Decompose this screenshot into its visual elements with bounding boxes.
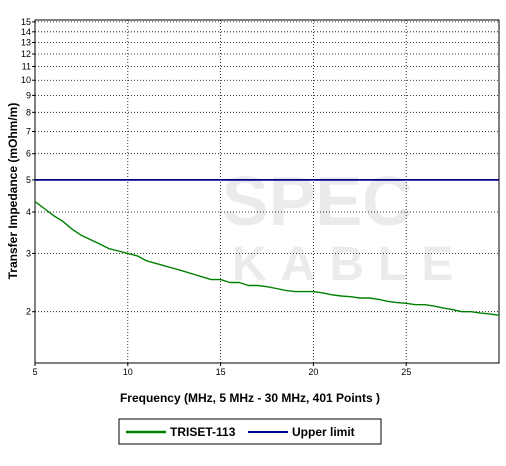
legend-label-upper-limit: Upper limit <box>292 425 355 439</box>
y-tick-label: 10 <box>21 75 31 85</box>
svg-text:SPEC: SPEC <box>222 162 413 240</box>
y-tick-label: 11 <box>22 62 31 72</box>
x-tick-label: 5 <box>32 367 37 377</box>
svg-text:KABLE: KABLE <box>232 238 467 291</box>
y-tick-label: 3 <box>26 248 31 258</box>
series-line-triset-113 <box>34 201 500 316</box>
x-axis: 5 10 15 20 25 <box>32 363 411 377</box>
y-tick-label: 12 <box>21 49 31 59</box>
x-axis-label: Frequency (MHz, 5 MHz - 30 MHz, 401 Poin… <box>120 391 380 405</box>
y-tick-label: 15 <box>21 17 31 27</box>
y-tick-label: 2 <box>26 307 31 317</box>
x-tick-label: 15 <box>216 367 226 377</box>
series-layer <box>34 178 500 316</box>
y-tick-label: 4 <box>26 207 31 217</box>
plot-area <box>34 19 500 364</box>
y-tick-label: 7 <box>26 127 31 137</box>
x-tick-label: 10 <box>123 367 133 377</box>
y-tick-label: 14 <box>21 27 31 37</box>
legend-label-triset-113: TRISET-113 <box>170 425 236 439</box>
y-tick-label: 13 <box>21 37 31 47</box>
y-tick-label: 8 <box>26 107 31 117</box>
y-tick-label: 5 <box>26 175 31 185</box>
y-tick-label: 9 <box>26 90 31 100</box>
y-axis-label: Transfer Impedance (mOhm/m) <box>6 103 20 280</box>
y-tick-label: 6 <box>26 149 31 159</box>
legend: TRISET-113 Upper limit <box>118 418 382 445</box>
x-tick-label: 25 <box>401 367 411 377</box>
spec-kabel-watermark: SPEC KABLE <box>222 162 467 291</box>
x-tick-label: 20 <box>308 367 318 377</box>
